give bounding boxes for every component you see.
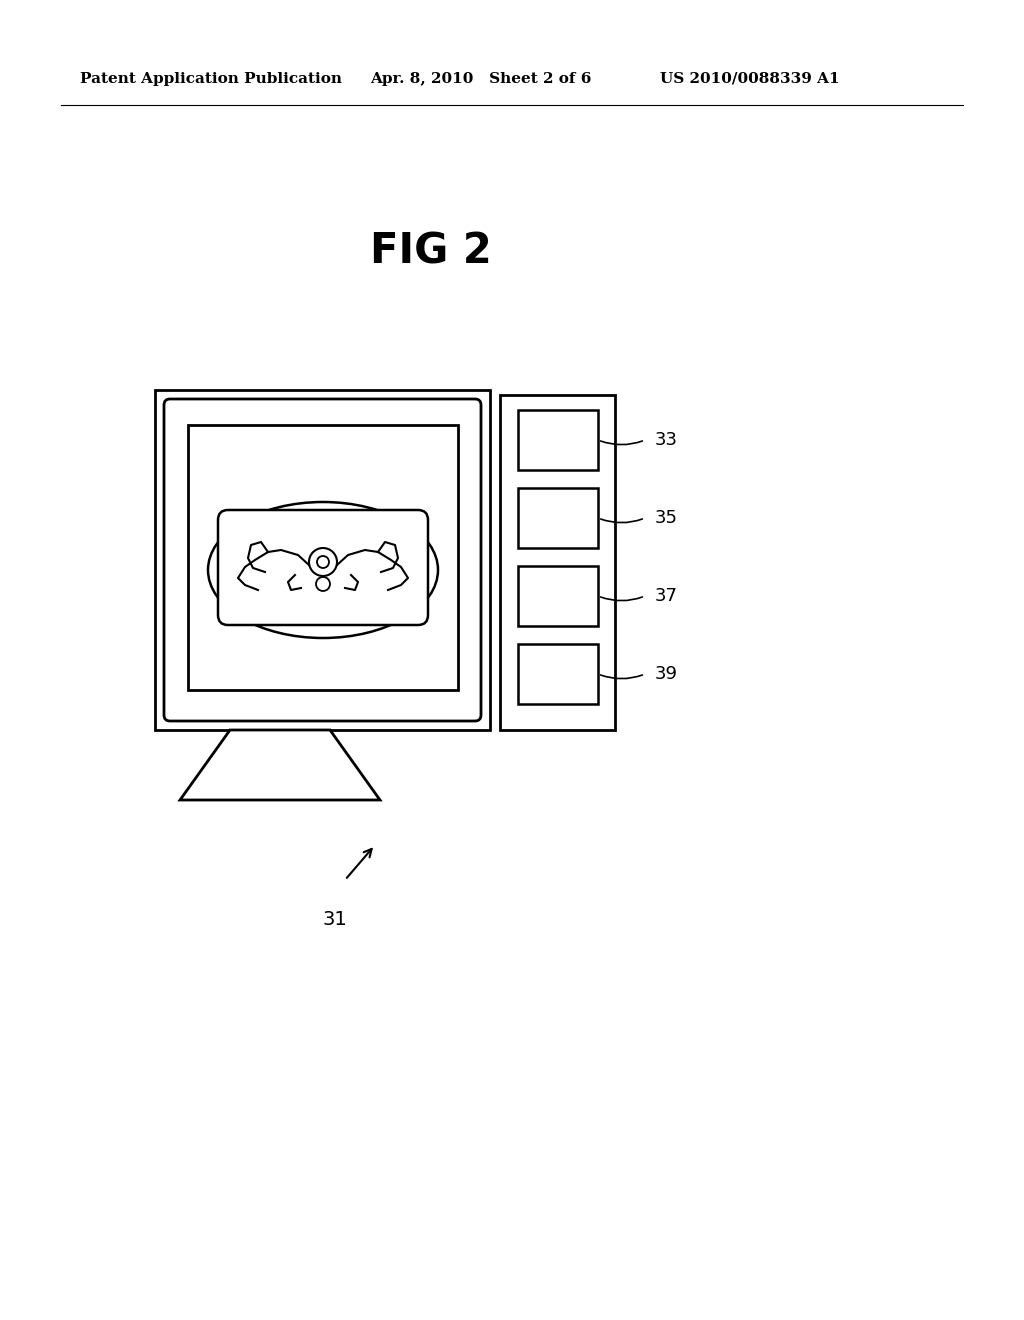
Bar (518, 644, 598, 704)
Bar (155, 389, 490, 730)
Bar (518, 488, 598, 548)
Bar (518, 411, 598, 470)
Bar (500, 395, 615, 730)
Bar (518, 566, 598, 626)
Polygon shape (180, 730, 380, 800)
Text: 31: 31 (323, 909, 347, 929)
Circle shape (316, 577, 330, 591)
Circle shape (309, 548, 337, 576)
Bar (188, 425, 458, 690)
Text: 33: 33 (655, 432, 678, 449)
Ellipse shape (208, 502, 438, 638)
FancyBboxPatch shape (164, 399, 481, 721)
Text: Apr. 8, 2010   Sheet 2 of 6: Apr. 8, 2010 Sheet 2 of 6 (370, 73, 592, 86)
Text: 35: 35 (655, 510, 678, 527)
FancyBboxPatch shape (218, 510, 428, 624)
Text: 37: 37 (655, 587, 678, 605)
Circle shape (317, 556, 329, 568)
Text: US 2010/0088339 A1: US 2010/0088339 A1 (660, 73, 840, 86)
Text: Patent Application Publication: Patent Application Publication (80, 73, 342, 86)
Text: 39: 39 (655, 665, 678, 682)
Text: FIG 2: FIG 2 (370, 230, 492, 272)
